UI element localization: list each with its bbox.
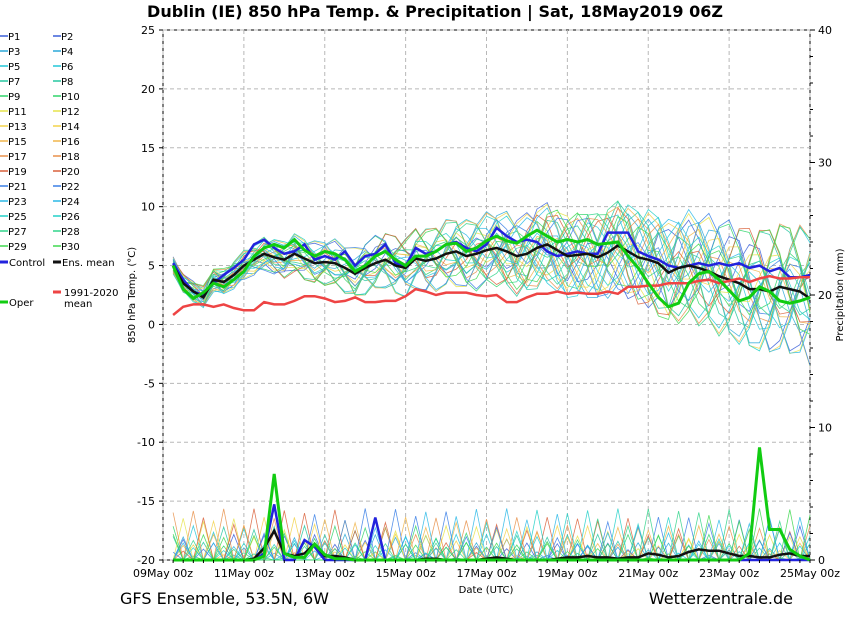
legend-label: P9 — [8, 92, 20, 103]
x-tick-label: 13May 00z — [295, 567, 355, 580]
y-tick-label: 10 — [141, 201, 155, 214]
series-line-control — [172, 226, 811, 297]
x-tick-label: 17May 00z — [456, 567, 516, 580]
legend-label: P29 — [8, 242, 27, 253]
series-line-oper — [171, 228, 811, 309]
y2-tick-label: 40 — [818, 24, 832, 37]
legend-label: P27 — [8, 227, 27, 238]
y2-axis-label: Precipitation (mm) — [835, 248, 846, 341]
y-tick-label: -10 — [137, 436, 155, 449]
legend-label: P22 — [61, 182, 80, 193]
x-tick-label: 15May 00z — [376, 567, 436, 580]
legend-label: P6 — [61, 62, 73, 73]
legend-label: P28 — [61, 227, 80, 238]
legend-label: P10 — [61, 92, 80, 103]
legend-label: Ens. mean — [62, 258, 115, 269]
legend-label: P23 — [8, 197, 27, 208]
legend-label: P2 — [61, 32, 73, 43]
member-temp-line — [172, 207, 811, 343]
series-line-ens-mean — [172, 243, 811, 300]
y-axis-label: 850 hPa Temp. (°C) — [127, 247, 138, 343]
member-temp-line — [172, 209, 811, 335]
member-temp-line — [172, 204, 811, 346]
y-tick-label: 0 — [148, 318, 155, 331]
legend-label: P16 — [61, 137, 80, 148]
legend-label: P17 — [8, 152, 27, 163]
x-tick-label: 09May 00z — [133, 567, 193, 580]
x-tick-label: 11May 00z — [214, 567, 274, 580]
legend-label: Control — [9, 258, 45, 269]
member-temp-line — [172, 203, 811, 355]
model-info: GFS Ensemble, 53.5N, 6W — [120, 589, 329, 608]
member-temp-line — [172, 217, 811, 325]
legend-label: P4 — [61, 47, 73, 58]
legend-label: P24 — [61, 197, 80, 208]
y2-tick-label: 10 — [818, 422, 832, 435]
legend-label: 1991-2020 mean — [64, 288, 119, 310]
x-tick-label: 23May 00z — [699, 567, 759, 580]
y-tick-label: -20 — [137, 554, 155, 567]
member-temp-line — [172, 217, 811, 353]
x-tick-label: 19May 00z — [537, 567, 597, 580]
legend-label-line: 1991-2020 — [64, 288, 119, 299]
member-temp-line — [172, 211, 811, 337]
chart-title: Dublin (IE) 850 hPa Temp. & Precipitatio… — [147, 2, 723, 22]
member-temp-line — [172, 213, 811, 327]
y-tick-label: -5 — [144, 377, 155, 390]
y-tick-label: 20 — [141, 83, 155, 96]
y-tick-label: 5 — [148, 260, 155, 273]
legend-label: P5 — [8, 62, 20, 73]
x-tick-label: 25May 00z — [780, 567, 840, 580]
legend-label: P19 — [8, 167, 27, 178]
legend-label: Oper — [9, 298, 34, 309]
legend-label: P21 — [8, 182, 27, 193]
y-tick-label: -15 — [137, 495, 155, 508]
member-temp-line — [172, 214, 811, 329]
y2-tick-label: 20 — [818, 289, 832, 302]
legend-label: P30 — [61, 242, 80, 253]
legend-label: P7 — [8, 77, 20, 88]
series-line-1991-2020-mean — [172, 274, 810, 316]
legend-label: P1 — [8, 32, 20, 43]
precip-line-oper — [173, 447, 811, 562]
legend-label: P11 — [8, 107, 27, 118]
legend-label: P20 — [61, 167, 80, 178]
legend-label: P13 — [8, 122, 27, 133]
y-tick-label: 25 — [141, 24, 155, 37]
precip-line-ens-mean — [173, 528, 810, 562]
member-temp-line — [172, 214, 811, 314]
legend-label: P25 — [8, 212, 27, 223]
legend-label-line: mean — [64, 299, 92, 310]
y2-tick-label: 30 — [818, 157, 832, 170]
legend-label: P18 — [61, 152, 80, 163]
x-tick-label: 21May 00z — [618, 567, 678, 580]
legend-label: P14 — [61, 122, 80, 133]
y2-tick-label: 0 — [818, 554, 825, 567]
legend-label: P15 — [8, 137, 27, 148]
legend-label: P3 — [8, 47, 20, 58]
source-credit: Wetterzentrale.de — [649, 589, 793, 608]
x-axis-label: Date (UTC) — [459, 585, 514, 596]
legend-label: P12 — [61, 107, 80, 118]
member-temp-line — [172, 213, 811, 353]
member-temp-line — [172, 216, 811, 330]
member-temp-line — [172, 200, 811, 337]
legend-label: P26 — [61, 212, 80, 223]
y-tick-label: 15 — [141, 142, 155, 155]
legend-label: P8 — [61, 77, 73, 88]
